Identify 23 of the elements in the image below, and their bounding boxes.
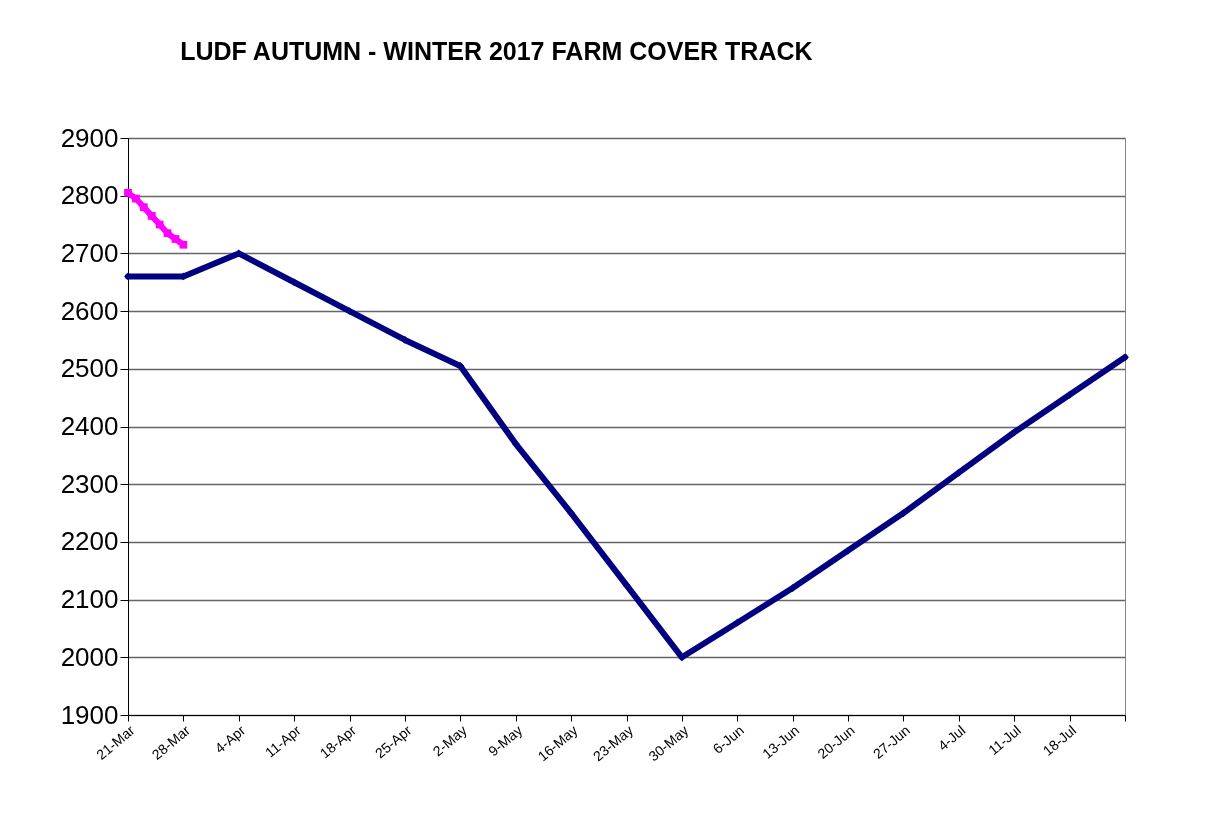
y-tick-label: 2100 — [60, 584, 119, 615]
chart-title: LUDF AUTUMN - WINTER 2017 FARM COVER TRACK — [180, 37, 813, 65]
y-tick-label: 1900 — [60, 699, 119, 730]
point — [132, 194, 140, 203]
y-tick-label: 2500 — [60, 353, 119, 384]
y-tick-label: 2900 — [60, 122, 119, 153]
point — [155, 220, 164, 229]
point — [567, 509, 575, 517]
point — [179, 240, 188, 249]
point — [147, 212, 156, 220]
point — [1121, 353, 1129, 362]
y-tick-label: 2200 — [60, 526, 119, 557]
y-tick-label: 2800 — [60, 180, 119, 211]
point — [139, 203, 148, 212]
y-tick-label: 2300 — [60, 468, 119, 499]
point — [899, 509, 908, 517]
point — [124, 188, 132, 197]
point — [163, 229, 172, 238]
y-tick-label: 2600 — [60, 295, 119, 326]
point — [171, 235, 180, 243]
y-tick-label: 2700 — [60, 237, 119, 268]
y-tick-label: 2400 — [60, 411, 119, 441]
y-tick-label: 2000 — [60, 641, 119, 672]
